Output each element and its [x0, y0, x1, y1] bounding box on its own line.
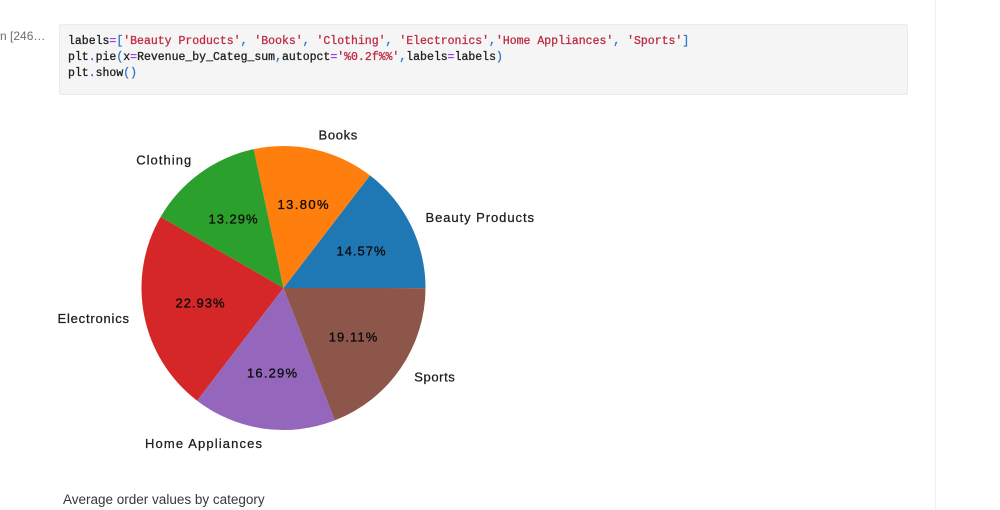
svg-text:13.29%: 13.29%: [209, 212, 258, 227]
svg-text:Books: Books: [319, 128, 358, 143]
svg-text:Electronics: Electronics: [58, 311, 130, 326]
svg-text:16.29%: 16.29%: [247, 366, 297, 381]
svg-text:22.93%: 22.93%: [176, 296, 225, 311]
svg-text:Sports: Sports: [414, 370, 455, 385]
svg-text:13.80%: 13.80%: [278, 197, 329, 212]
svg-text:19.11%: 19.11%: [329, 330, 378, 345]
svg-text:Beauty Products: Beauty Products: [426, 210, 535, 225]
svg-text:14.57%: 14.57%: [337, 244, 386, 259]
svg-text:Clothing: Clothing: [136, 153, 191, 168]
svg-text:Home Appliances: Home Appliances: [145, 436, 263, 451]
